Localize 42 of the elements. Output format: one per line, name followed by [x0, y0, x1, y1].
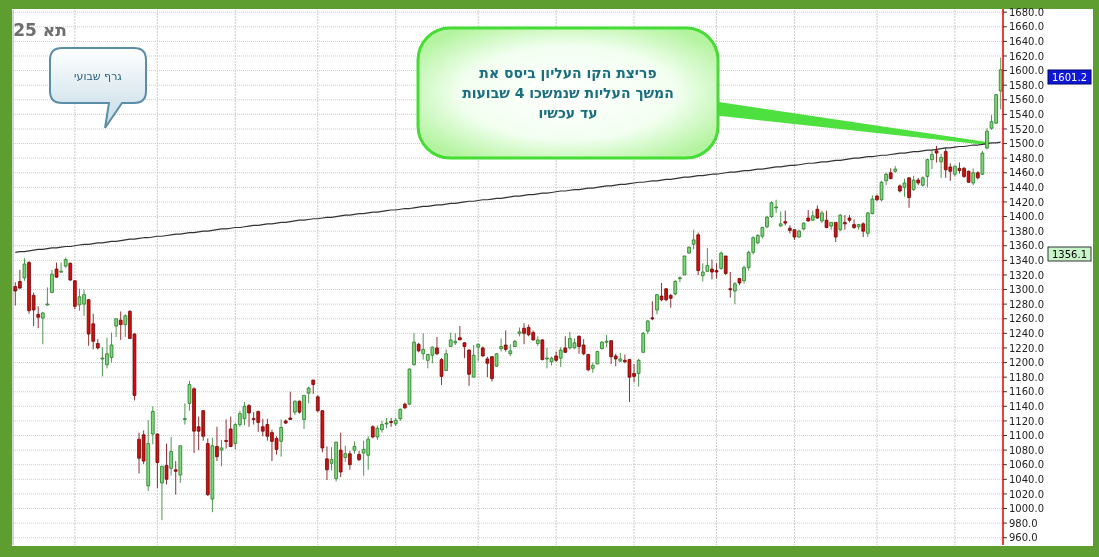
y-tick-label: 1080.0: [1009, 444, 1044, 456]
y-tick-label: 1040.0: [1009, 473, 1044, 485]
y-tick-label: 1500.0: [1009, 138, 1044, 150]
y-tick-label: 960.0: [1009, 532, 1038, 544]
y-tick-label: 1340.0: [1009, 254, 1044, 266]
y-tick-label: 1140.0: [1009, 400, 1044, 412]
y-tick-label: 1280.0: [1009, 298, 1044, 310]
y-tick-label: 1000.0: [1009, 503, 1044, 515]
y-tick-label: 1420.0: [1009, 196, 1044, 208]
y-tick-label: 1060.0: [1009, 459, 1044, 471]
y-tick-label: 1640.0: [1009, 35, 1044, 47]
y-tick-label: 1560.0: [1009, 94, 1044, 106]
y-tick-label: 1100.0: [1009, 430, 1044, 442]
y-tick-label: 1460.0: [1009, 167, 1044, 179]
y-tick-label: 1600.0: [1009, 65, 1044, 77]
y-tick-label: 1360.0: [1009, 240, 1044, 252]
y-tick-label: 1200.0: [1009, 357, 1044, 369]
text: תא 25: [13, 20, 67, 40]
y-tick-label: 1580.0: [1009, 79, 1044, 91]
price-label: 1356.1: [1047, 246, 1092, 262]
annotation: גרף שבועי: [74, 70, 123, 83]
y-tick-label: 1480.0: [1009, 152, 1044, 164]
y-tick-label: 1680.0: [1009, 6, 1044, 18]
y-tick-label: 1400.0: [1009, 211, 1044, 223]
y-tick-label: 1220.0: [1009, 342, 1044, 354]
y-tick-label: 1620.0: [1009, 50, 1044, 62]
y-tick-label: 1260.0: [1009, 313, 1044, 325]
y-tick-label: 1120.0: [1009, 415, 1044, 427]
y-tick-label: 1180.0: [1009, 371, 1044, 383]
y-tick-label: 980.0: [1009, 517, 1038, 529]
y-tick-label: 1300.0: [1009, 284, 1044, 296]
y-tick-label: 1380.0: [1009, 225, 1044, 237]
annotation: פריצת הקו העליון ביסס את המשך העליות שנמשכו 4 שבועות עד עכשיו: [462, 65, 674, 121]
y-tick-label: 1520.0: [1009, 123, 1044, 135]
y-tick-label: 1540.0: [1009, 108, 1044, 120]
y-tick-label: 1160.0: [1009, 386, 1044, 398]
y-tick-label: 1020.0: [1009, 488, 1044, 500]
y-tick-label: 1320.0: [1009, 269, 1044, 281]
price-label: 1601.2: [1047, 69, 1092, 85]
y-tick-label: 1660.0: [1009, 21, 1044, 33]
y-tick-label: 1240.0: [1009, 327, 1044, 339]
y-tick-label: 1440.0: [1009, 181, 1044, 193]
